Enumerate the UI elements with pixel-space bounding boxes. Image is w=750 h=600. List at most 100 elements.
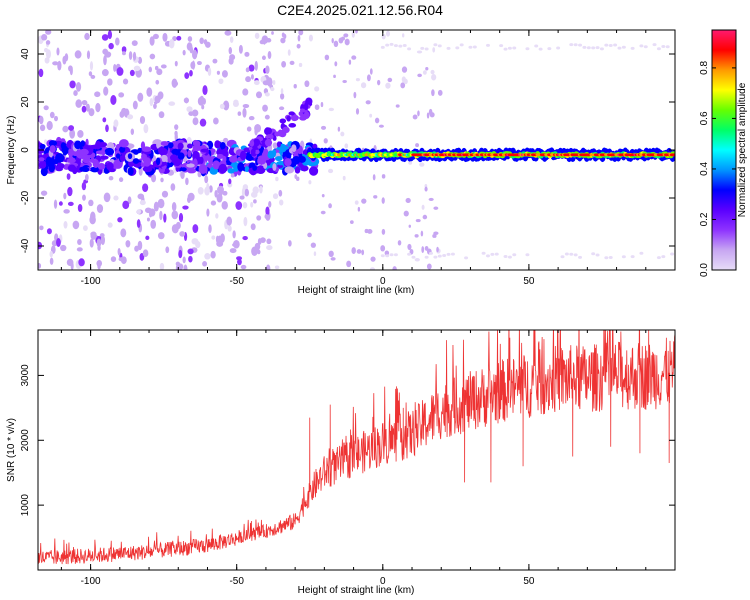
spectrogram-cell [177,152,185,160]
spectrogram-cell [230,173,235,178]
spectrogram-cell [321,125,327,130]
spectrogram-cell [338,37,344,44]
spectrogram-cell [149,53,156,60]
spectrogram-cell [415,143,420,148]
spectrogram-cell [364,228,369,234]
spectrogram-cell [547,47,552,51]
spectrogram-cell [248,64,255,72]
spectrogram-cell [298,156,306,163]
spectrogram-cell [94,91,101,98]
spectrogram-cell [293,84,297,89]
spectrogram-cell [202,85,208,96]
spectrogram-cell [534,44,539,48]
spectrogram-cell [134,245,139,252]
spectrogram-cell [265,65,270,74]
spectrogram-cell [116,67,124,76]
spectrogram-cell [361,249,365,256]
spectrogram-cell [242,88,249,96]
spectrogram-cell [422,70,427,75]
spectrogram-cell [242,201,248,209]
spectrogram-cell [274,156,283,162]
spectrogram-cell [40,166,48,177]
spectrogram-cell [507,46,512,50]
spectrogram-cell [424,186,428,192]
spectrogram-cell [244,166,250,173]
spectrogram-cell [48,140,58,147]
spectrogram-cell [272,80,276,85]
spectrogram-cell [79,166,90,172]
spectrogram-cell [63,220,68,229]
spectrogram-cell [232,230,236,239]
spectrogram-cell [446,252,451,256]
spectrogram-cell [340,131,345,137]
spectrogram-cell [67,151,74,157]
spectrogram-cell [49,111,55,119]
spectrogram-cell [221,70,228,78]
spectrogram-cell [53,159,59,165]
spectrogram-cell [385,43,390,47]
spectrogram-cell [156,68,163,76]
spectrogram-cell [398,44,403,48]
spectrogram-cell [433,43,438,47]
spectrogram-cell [44,57,50,64]
spectrogram-cell [244,51,250,57]
spectrogram-cell [177,142,184,150]
spectrogram-cell [582,45,587,49]
spectrogram-cell [189,69,193,77]
spectrogram-cell [216,193,223,203]
spectrogram-cell [245,76,251,83]
spectrogram-cell [289,60,295,66]
spectrogram-cell [353,91,357,99]
spectrogram-cell [426,263,432,270]
spectrogram-cell [199,118,207,127]
spectrogram-cell [237,111,242,116]
colorbar-tick-label: 0.2 [699,212,710,226]
spectrogram-cell [281,60,287,68]
spectrogram-cell [72,220,80,230]
spectrogram-cell [78,258,85,267]
spectrogram-ytick-label: 0 [20,147,31,153]
spectrogram-cell [265,206,270,216]
spectrogram-cell [107,30,113,40]
spectrogram-cell [459,43,464,47]
spectrogram-cell [168,101,176,106]
spectrogram-cell [242,236,248,241]
spectrogram-cell [298,111,303,117]
spectrogram-cell [149,36,155,46]
spectrogram-cell [370,256,376,262]
spectrogram-ytick-label: 40 [20,48,31,60]
spectrogram-cell [564,252,569,256]
spectrogram-cell [303,102,309,111]
spectrogram-cell [49,257,54,265]
spectrogram-cell [69,80,76,89]
spectrogram-cell [149,97,154,107]
spectrogram-cell [323,138,328,144]
spectrogram-cell [158,147,168,156]
spectrogram-cell [103,192,111,203]
spectrogram-cell [101,69,109,77]
spectrogram-cell [665,45,670,49]
spectrogram-cell [68,65,73,72]
spectrogram-cell [472,45,477,49]
spectrogram-cell [408,224,411,228]
colorbar-tick-label: 0.0 [699,263,710,277]
spectrogram-cell [431,89,435,97]
spectrogram-cell [556,46,561,50]
snr-axes: -100 -50 0 50 1000 2000 3000 [20,330,676,587]
spectrogram-cell [355,78,360,82]
spectrogram-axes: -100 -50 0 50 -40 -20 0 20 40 [20,30,676,287]
spectrogram-cell [298,62,303,68]
spectrogram-cell [150,219,157,229]
spectrogram-cell [206,182,210,193]
spectrogram-cell [485,254,490,258]
spectrogram-ylabel: Frequency (Hz) [6,116,17,185]
spectrogram-cell [137,240,143,251]
spectrogram-cell [82,225,88,232]
spectrogram-cell [192,150,200,161]
spectrogram-cell [328,203,332,209]
spectrogram-cell [243,216,248,227]
spectrogram-cell [348,59,352,65]
spectrogram-cell [67,164,77,172]
spectrogram-cell [127,166,134,176]
